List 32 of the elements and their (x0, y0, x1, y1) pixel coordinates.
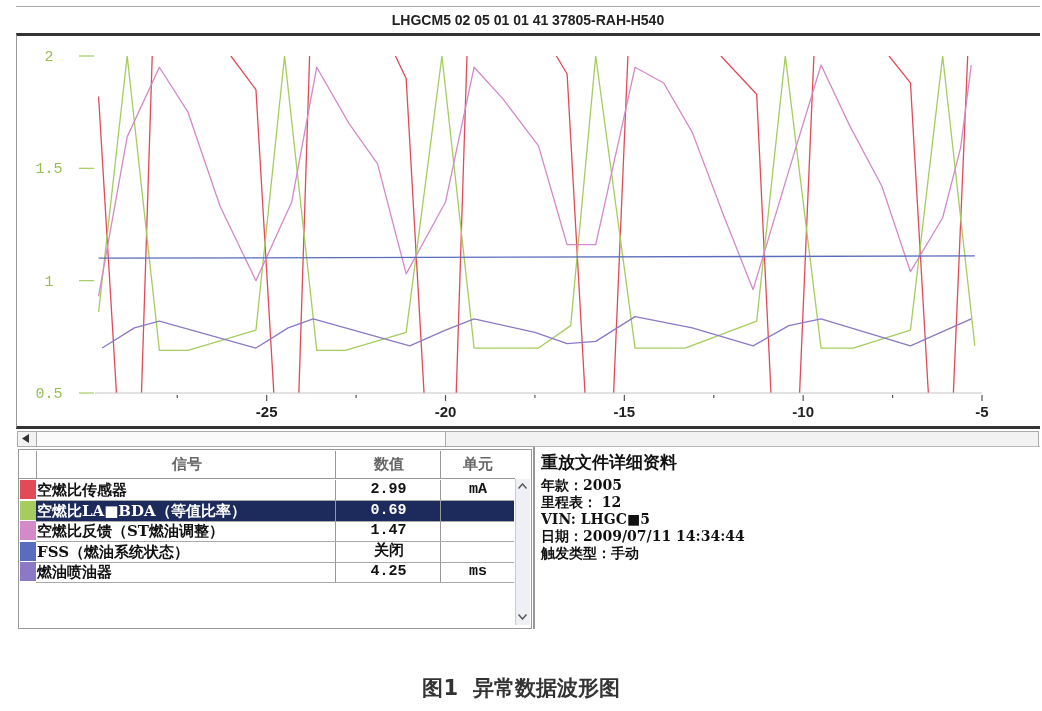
x-tick-label: -20 (434, 403, 457, 420)
legend-title: 信号 (171, 455, 202, 473)
legend-label: 空燃比传感器 (37, 481, 127, 499)
legend-label: 燃油喷油器 (37, 563, 112, 582)
text: VIN: LHGC■5 (541, 511, 650, 527)
text: 触发类型：手动 (541, 545, 639, 561)
x-tick-label: -25 (255, 403, 278, 420)
legend-label: 空燃比LA■BDA（等值比率） (37, 501, 246, 520)
text: 数值 (373, 455, 404, 473)
text: 里程表： 12 (541, 494, 622, 510)
text: 0.69 (370, 501, 407, 519)
text: mA (468, 481, 487, 498)
text: 1.47 (370, 522, 407, 540)
legend-label: FSS（燃油系统状态） (37, 542, 189, 561)
text: 重放文件详细资料 (541, 452, 677, 472)
legend-label: 空燃比反馈（ST燃油调整） (37, 522, 224, 541)
y-tick-label: 1.5 (35, 161, 63, 179)
caption: 图1 异常数据波形图 (422, 676, 620, 700)
text: 日期：2009/07/11 14:34:44 (541, 528, 745, 544)
text: 单元 (463, 455, 493, 473)
y-tick-label: 0.5 (35, 386, 63, 403)
text: 年款：2005 (541, 477, 622, 493)
text: 2.99 (370, 481, 407, 498)
text: ms (468, 563, 487, 581)
text: 4.25 (370, 563, 407, 581)
y-tick-label: 2 (44, 49, 54, 66)
x-tick-label: -15 (613, 403, 636, 420)
x-tick-label: -10 (792, 403, 815, 420)
text: 关闭 (373, 542, 404, 560)
x-tick-label: -5 (975, 403, 989, 420)
y-tick-label: 1 (44, 273, 54, 291)
chart-title: LHGCM5 02 05 01 01 41 37805-RAH-H540 (391, 12, 665, 28)
